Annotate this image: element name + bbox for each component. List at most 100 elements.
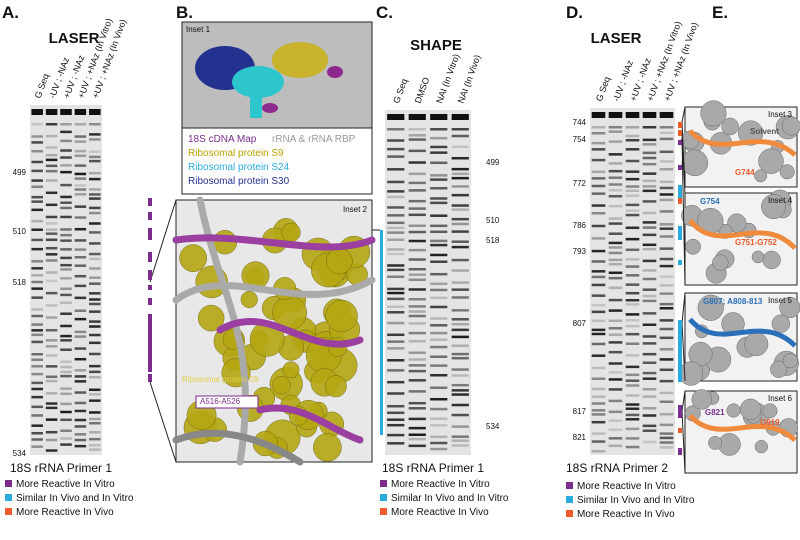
gel-band bbox=[642, 395, 657, 398]
gel-band bbox=[659, 150, 674, 154]
gel-band bbox=[430, 282, 448, 286]
marker-label: 510 bbox=[13, 227, 27, 236]
gel-band bbox=[625, 258, 640, 261]
gel-band bbox=[642, 429, 657, 432]
gel-band bbox=[74, 264, 87, 267]
lane-label: G Seq bbox=[594, 75, 612, 102]
gel-band bbox=[642, 269, 657, 272]
connector bbox=[681, 390, 686, 412]
well bbox=[89, 109, 101, 115]
gel-band bbox=[659, 227, 674, 230]
gel-band bbox=[451, 176, 469, 180]
reactivity-bar bbox=[678, 185, 682, 198]
gel-band bbox=[591, 148, 606, 151]
gel-band bbox=[74, 425, 87, 428]
strand bbox=[688, 218, 797, 250]
gel-band bbox=[45, 316, 58, 319]
gel-band bbox=[430, 224, 448, 228]
gel-band bbox=[451, 240, 469, 243]
gel-band bbox=[430, 345, 448, 349]
gel-band bbox=[642, 335, 657, 338]
gel-band bbox=[608, 437, 623, 440]
gel-band bbox=[451, 393, 469, 396]
gel-band bbox=[642, 247, 657, 251]
gel-band bbox=[60, 206, 72, 210]
marker-label: 744 bbox=[573, 118, 587, 127]
gel-band bbox=[659, 160, 674, 163]
gel-band bbox=[659, 275, 674, 278]
gel-band bbox=[89, 333, 101, 337]
sphere bbox=[681, 149, 709, 177]
gel-band bbox=[45, 179, 58, 182]
reactivity-bar bbox=[148, 212, 152, 220]
gel-band bbox=[74, 149, 87, 153]
gel-band bbox=[430, 338, 448, 341]
gel-band bbox=[430, 201, 448, 205]
gel-band bbox=[60, 228, 72, 231]
gel-band bbox=[608, 183, 623, 186]
gel-band bbox=[89, 282, 101, 285]
reactivity-bar bbox=[678, 226, 682, 240]
gel-title: SHAPE bbox=[410, 37, 462, 54]
gel-band bbox=[89, 411, 101, 414]
gel-band bbox=[74, 284, 87, 288]
gel-band bbox=[31, 149, 43, 153]
marker-label: 807 bbox=[573, 319, 587, 328]
gel-band bbox=[89, 292, 101, 295]
gel-band bbox=[60, 195, 72, 199]
gel-band bbox=[451, 269, 469, 272]
gel-band bbox=[408, 379, 426, 382]
gel-band bbox=[89, 399, 101, 402]
gel-band bbox=[387, 359, 405, 362]
gel-band bbox=[60, 387, 72, 390]
gel-band bbox=[430, 272, 448, 276]
marker-label: 817 bbox=[573, 407, 587, 416]
gel-band bbox=[430, 151, 448, 154]
gel-band bbox=[89, 352, 101, 356]
well bbox=[430, 114, 448, 120]
gel-band bbox=[60, 156, 72, 159]
gel-band bbox=[89, 267, 101, 270]
gel-band bbox=[60, 360, 72, 364]
gel-band bbox=[45, 406, 58, 410]
lane-label: G Seq bbox=[391, 77, 409, 104]
gel-band bbox=[451, 356, 469, 360]
gel-band bbox=[659, 319, 674, 322]
gel-band bbox=[31, 169, 43, 173]
gel-band bbox=[659, 131, 674, 135]
gel-band bbox=[387, 139, 405, 142]
gel-band bbox=[642, 277, 657, 281]
gel-band bbox=[451, 222, 469, 226]
gel-band bbox=[659, 186, 674, 190]
gel-band bbox=[408, 351, 426, 355]
gel-band bbox=[642, 221, 657, 224]
gel-band bbox=[591, 420, 606, 424]
gel-band bbox=[31, 445, 43, 448]
gel-band bbox=[430, 178, 448, 181]
gel-band bbox=[408, 369, 426, 373]
gel-band bbox=[89, 443, 101, 447]
gel-band bbox=[642, 243, 657, 247]
gel-band bbox=[430, 435, 448, 439]
gel-band bbox=[408, 322, 426, 325]
gel-band bbox=[451, 245, 469, 249]
sphere bbox=[781, 116, 800, 136]
gel-band bbox=[74, 309, 87, 312]
sphere bbox=[779, 296, 800, 319]
inset-label: G744 bbox=[735, 168, 755, 177]
gel-band bbox=[451, 389, 469, 392]
gel-band bbox=[625, 194, 640, 197]
gel-band bbox=[625, 437, 640, 440]
reactivity-bar bbox=[148, 314, 152, 372]
gel-band bbox=[387, 321, 405, 325]
gel-band bbox=[608, 162, 623, 165]
gel-band bbox=[591, 283, 606, 287]
gel-band bbox=[89, 171, 101, 175]
gel-band bbox=[60, 437, 72, 440]
gel-band bbox=[451, 383, 469, 387]
gel-band bbox=[591, 126, 606, 129]
sphere bbox=[739, 398, 762, 420]
sphere bbox=[726, 403, 741, 418]
gel-band bbox=[625, 237, 640, 241]
